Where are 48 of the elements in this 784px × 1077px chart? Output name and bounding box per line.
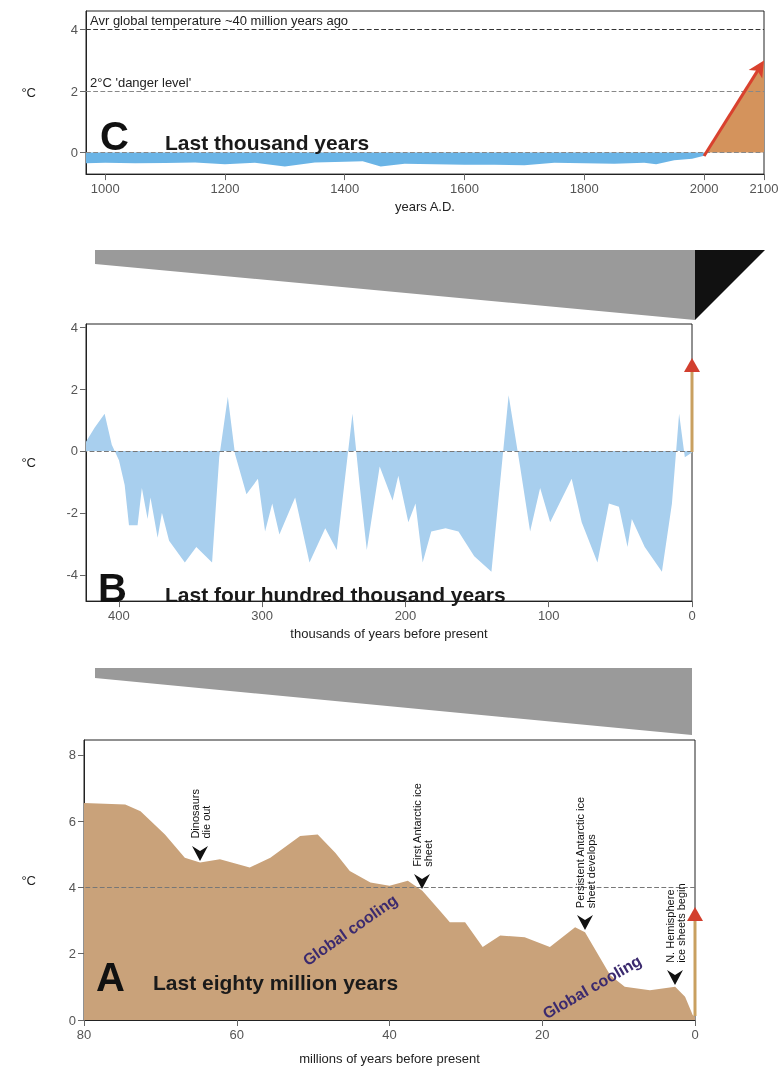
x-tick-label: 2100 bbox=[749, 181, 779, 197]
y-tick-label: 2 bbox=[68, 946, 76, 962]
annotation: A bbox=[96, 955, 125, 999]
ref-line-label: Avr global temperature ~40 million years ago bbox=[90, 13, 349, 29]
x-tick-label: 1400 bbox=[330, 181, 360, 197]
annotation: First Antarctic ice sheet bbox=[410, 779, 434, 867]
x-tick-label: 200 bbox=[394, 608, 417, 624]
x-tick-label: 1600 bbox=[450, 181, 479, 197]
x-tick-label: 60 bbox=[229, 1027, 244, 1042]
y-tick-label: 4 bbox=[70, 21, 78, 37]
x-axis-title: thousands of years before present bbox=[290, 626, 489, 641]
annotation: Dinosaurs die out bbox=[188, 786, 212, 839]
annotation: B bbox=[98, 566, 127, 610]
y-tick-label: 2 bbox=[70, 381, 78, 397]
x-axis-title: years A.D. bbox=[395, 199, 455, 214]
y-tick-label: 4 bbox=[68, 879, 76, 895]
y-tick-label: -4 bbox=[66, 567, 78, 583]
text: Last eighty million years bbox=[153, 971, 399, 994]
y-tick-label: -2 bbox=[66, 505, 78, 521]
y-axis-title: °C bbox=[21, 85, 36, 101]
x-tick-label: 40 bbox=[382, 1027, 397, 1042]
y-tick-label: 4 bbox=[70, 319, 78, 335]
x-tick-label: 80 bbox=[76, 1027, 92, 1042]
y-tick-label: 0 bbox=[68, 1012, 76, 1028]
x-tick-label: 300 bbox=[251, 608, 274, 624]
x-tick-label: 400 bbox=[108, 608, 130, 624]
x-tick-label: 1200 bbox=[210, 181, 240, 197]
x-tick-label: 100 bbox=[537, 608, 560, 624]
x-tick-label: 1800 bbox=[569, 181, 599, 197]
text: Last thousand years bbox=[165, 131, 370, 154]
x-axis-title: millions of years before present bbox=[299, 1051, 481, 1066]
x-tick-label: 2000 bbox=[689, 181, 719, 197]
text: Last four hundred thousand years bbox=[165, 583, 506, 606]
y-axis-title: °C bbox=[21, 872, 36, 888]
x-tick-label: 1000 bbox=[90, 181, 120, 197]
y-axis-title: °C bbox=[21, 455, 36, 471]
y-tick-label: 2 bbox=[70, 83, 78, 99]
annotation: N. Hemisphere ice sheets begin bbox=[663, 883, 687, 963]
x-tick-label: 20 bbox=[535, 1027, 550, 1042]
y-tick-label: 0 bbox=[70, 145, 78, 161]
x-tick-label: 0 bbox=[691, 1027, 699, 1042]
annotation: Persistent Antarctic ice sheet develops bbox=[573, 793, 597, 909]
x-tick-label: 0 bbox=[688, 608, 696, 624]
annotation: C bbox=[100, 114, 129, 158]
y-tick-label: 0 bbox=[70, 443, 78, 459]
y-tick-label: 6 bbox=[68, 813, 76, 829]
ref-line-label: 2°C 'danger level' bbox=[90, 75, 192, 91]
y-tick-label: 8 bbox=[68, 747, 76, 763]
